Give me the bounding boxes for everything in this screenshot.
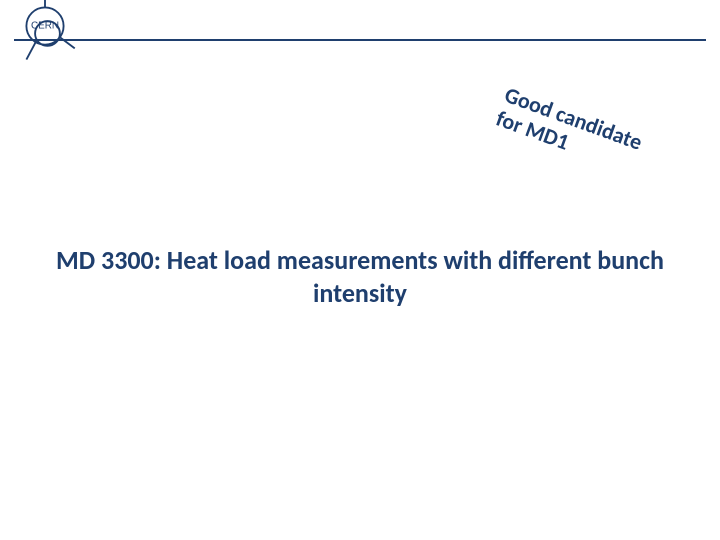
cern-logo: CERN [14, 0, 76, 62]
header-divider [14, 39, 706, 41]
annotation-note: Good candidate for MD1 [493, 82, 646, 179]
slide-title: MD 3300: Heat load measurements with dif… [40, 244, 680, 309]
svg-text:CERN: CERN [31, 21, 59, 32]
